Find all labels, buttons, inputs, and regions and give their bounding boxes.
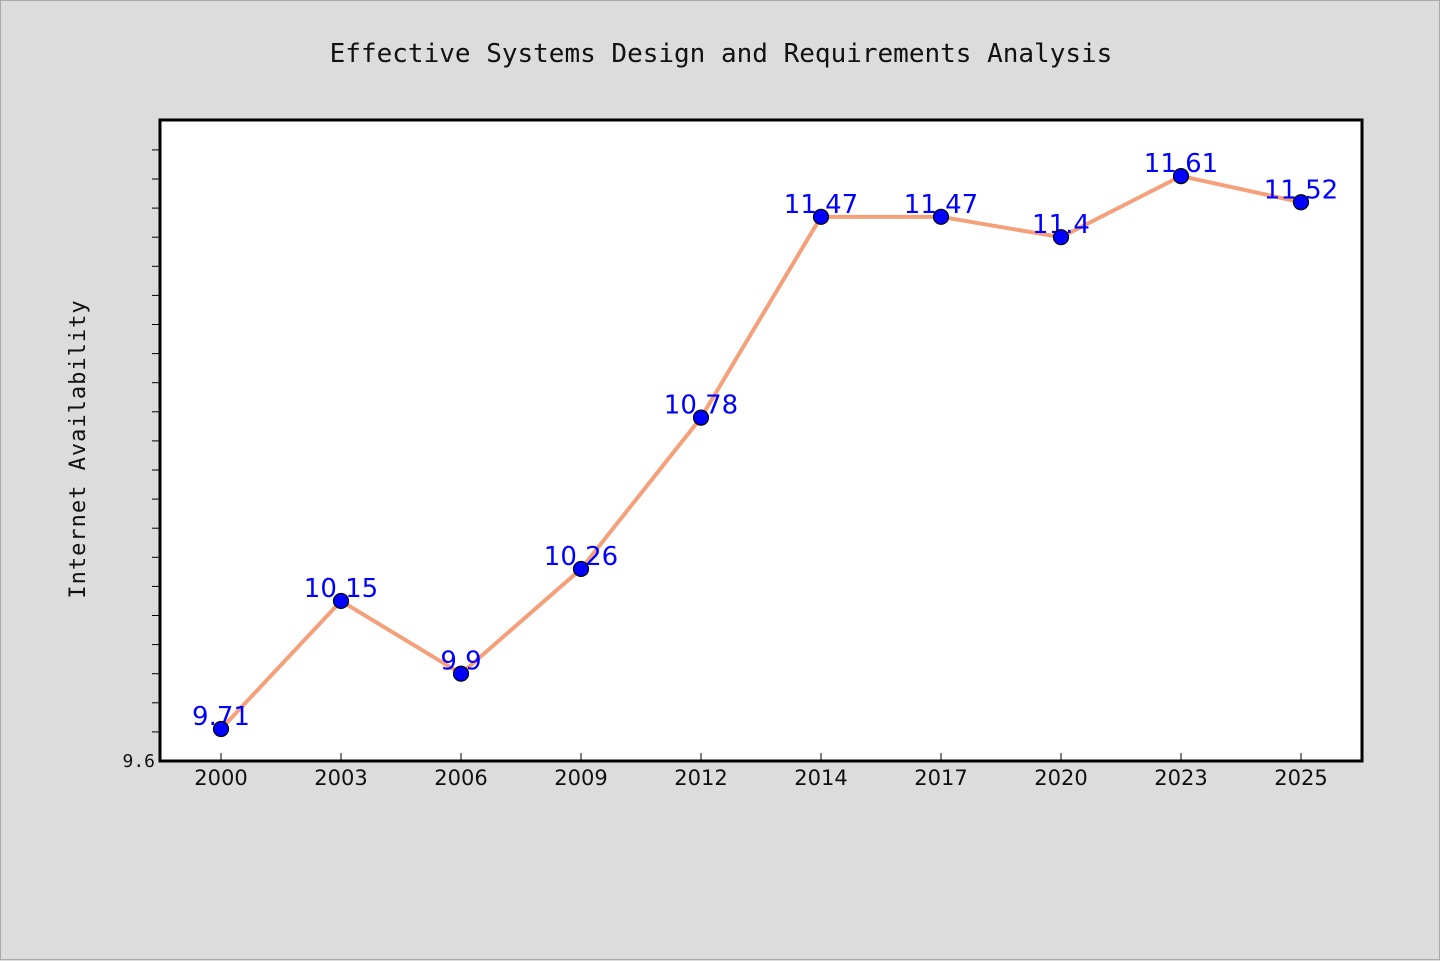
data-point	[572, 560, 590, 578]
x-axis-tick-label: 2006	[434, 766, 487, 790]
data-point	[1292, 194, 1310, 211]
series-line	[219, 174, 1303, 731]
plot-area	[158, 118, 1364, 763]
chart-marks: 9.6 2000 2003 2006 2009 2012 2014 2017 2020 2023 2…	[122, 149, 1338, 790]
data-point	[932, 208, 950, 225]
x-axis-tick-label: 2003	[314, 766, 367, 790]
data-point	[332, 592, 350, 610]
y-axis-label: Internet Availability	[66, 299, 91, 598]
x-axis-tick-label: 2023	[1154, 766, 1207, 790]
x-axis-tick-label: 2000	[194, 766, 247, 790]
data-point	[452, 665, 470, 682]
data-point	[212, 720, 230, 738]
data-point	[692, 409, 710, 426]
data-point	[1052, 229, 1070, 246]
data-point	[1172, 167, 1190, 185]
y-axis-tick-label: 9.6	[122, 751, 155, 772]
x-axis-tick-label: 2020	[1034, 766, 1087, 790]
x-axis-tick-label: 2009	[554, 766, 607, 790]
x-axis-tick-label: 2014	[794, 766, 847, 790]
chart-title: Effective Systems Design and Requirement…	[330, 39, 1113, 69]
data-point	[812, 208, 830, 225]
x-axis-tick-label: 2017	[914, 766, 967, 790]
x-axis-tick-label: 2025	[1274, 766, 1327, 790]
x-axis-tick-label: 2012	[674, 766, 727, 790]
